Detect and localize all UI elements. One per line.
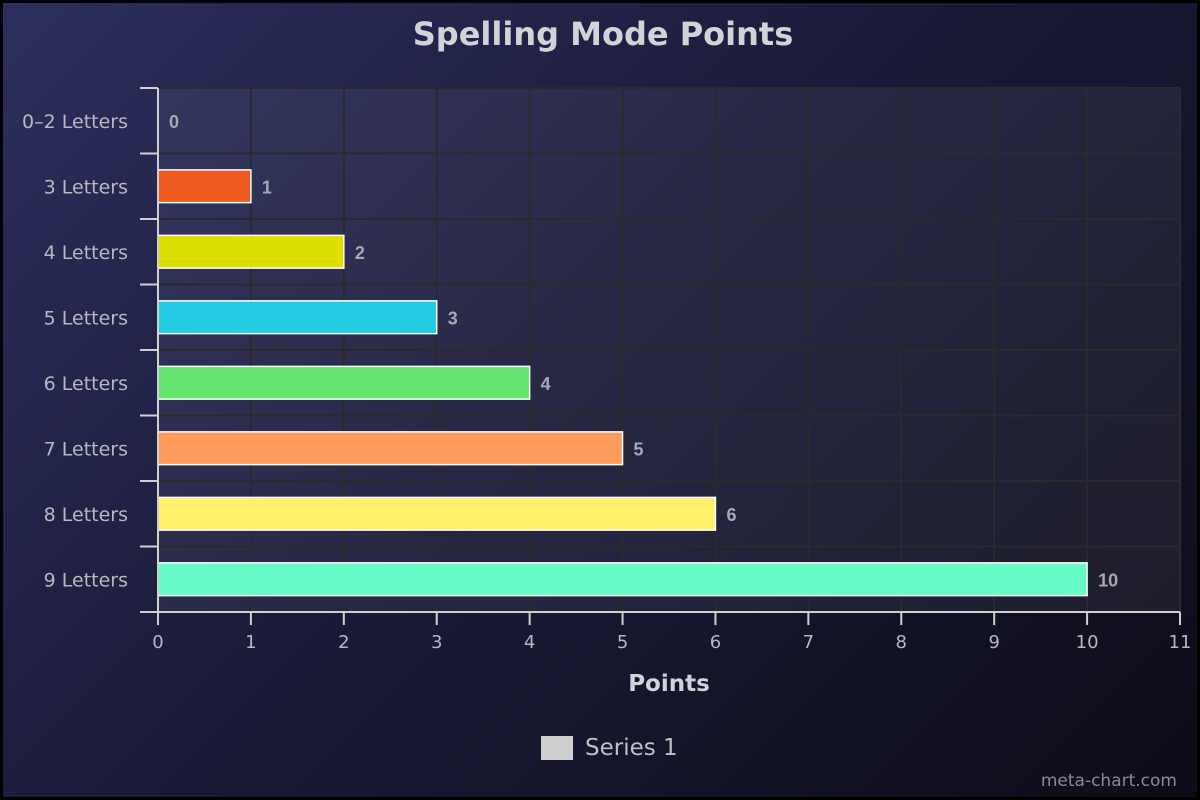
legend-label: Series 1 [585, 735, 678, 761]
bar [157, 234, 345, 269]
legend[interactable]: Series 1 [541, 735, 678, 761]
data-label: 2 [355, 243, 365, 263]
data-label: 10 [1098, 570, 1118, 590]
x-tick-label: 2 [338, 632, 349, 653]
y-tick-label: 5 Letters [44, 307, 128, 329]
data-label: 1 [262, 177, 272, 197]
bar [157, 365, 531, 400]
bar-chart: 0 1 2 3 4 5 6 10 0 1 2 3 4 5 6 7 8 9 10 11 0–2 Letters 3 Lett… [22, 87, 1192, 697]
x-tick-label: 11 [1169, 632, 1192, 653]
y-tick-label: 9 Letters [44, 569, 128, 591]
bar [157, 169, 252, 204]
credit-link[interactable]: meta-chart.com [1040, 771, 1177, 791]
data-label: 6 [726, 505, 736, 525]
x-axis-title: Points [628, 671, 710, 697]
x-tick-label: 10 [1076, 632, 1099, 653]
x-tick-label: 0 [152, 632, 163, 653]
x-tick-label: 6 [710, 632, 721, 653]
x-tick-label: 4 [524, 632, 535, 653]
y-tick-label: 3 Letters [44, 176, 128, 198]
x-tick-label: 7 [803, 632, 814, 653]
legend-swatch [541, 736, 573, 760]
x-tick-label: 1 [245, 632, 256, 653]
x-tick-label: 9 [988, 632, 999, 653]
x-tick-label: 3 [431, 632, 442, 653]
y-tick-label: 7 Letters [44, 438, 128, 460]
data-label: 4 [541, 374, 551, 394]
data-label: 3 [448, 308, 458, 328]
chart-title: Spelling Mode Points [412, 15, 794, 53]
y-tick-label: 4 Letters [44, 242, 128, 264]
x-tick-label: 5 [617, 632, 628, 653]
y-tick-label: 6 Letters [44, 373, 128, 395]
bar [157, 300, 438, 335]
bar [157, 431, 624, 466]
y-tick-label: 0–2 Letters [22, 111, 128, 133]
x-tick-label: 8 [896, 632, 907, 653]
bar [157, 496, 717, 531]
y-tick-label: 8 Letters [44, 504, 128, 526]
bar [157, 562, 1088, 597]
data-label: 0 [169, 112, 179, 132]
data-label: 5 [634, 439, 644, 459]
